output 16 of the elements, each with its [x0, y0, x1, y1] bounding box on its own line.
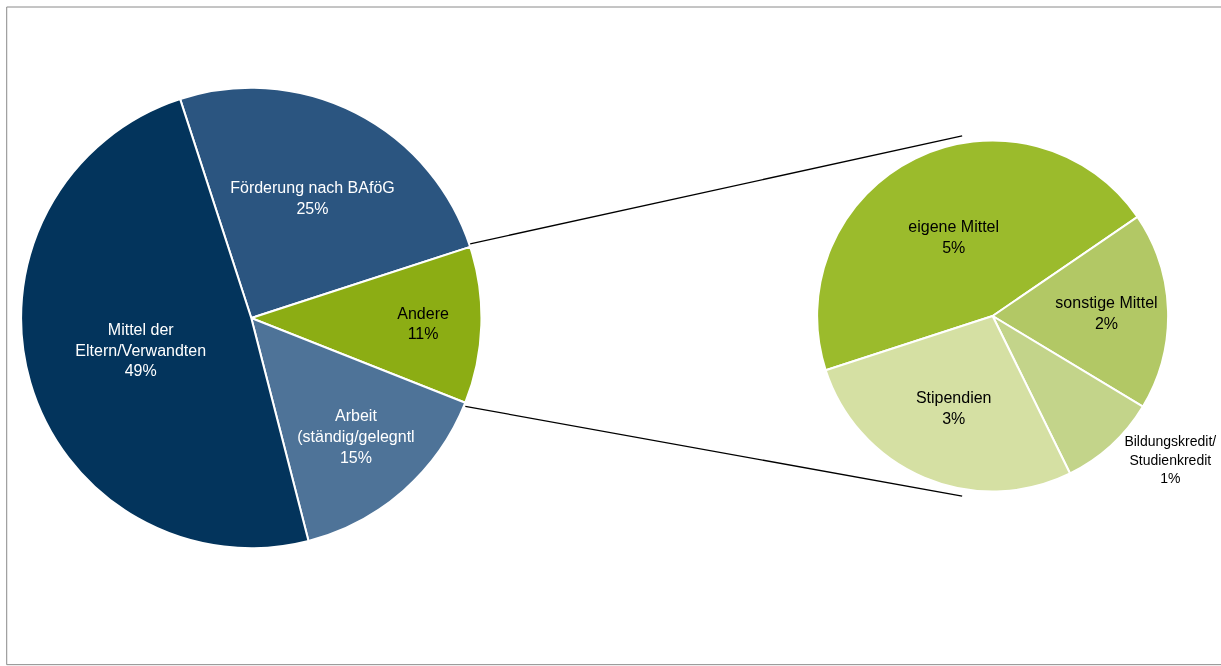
- slice-label: Bildungskredit/ Studienkredit: [1124, 433, 1217, 468]
- slice-label: Mittel der Eltern/Verwandten: [75, 320, 207, 359]
- slice-label: Arbeit (ständig/gelegntl: [297, 407, 415, 446]
- data-label: 15%: [339, 449, 372, 467]
- data-label: 49%: [124, 362, 157, 380]
- data-label: 3%: [942, 409, 966, 427]
- slice-label: Andere: [397, 304, 449, 322]
- data-label: 11%: [407, 325, 439, 343]
- data-label: 2%: [1094, 314, 1119, 332]
- data-label: 5%: [942, 238, 966, 256]
- slice-label: Stipendien: [915, 389, 992, 407]
- data-label: 25%: [296, 199, 329, 217]
- data-label: 1%: [1160, 469, 1181, 486]
- slice-label: eigene Mittel: [908, 217, 1000, 235]
- slice-label: Förderung nach BAföG: [230, 178, 395, 196]
- slice-label: sonstige Mittel: [1055, 293, 1158, 311]
